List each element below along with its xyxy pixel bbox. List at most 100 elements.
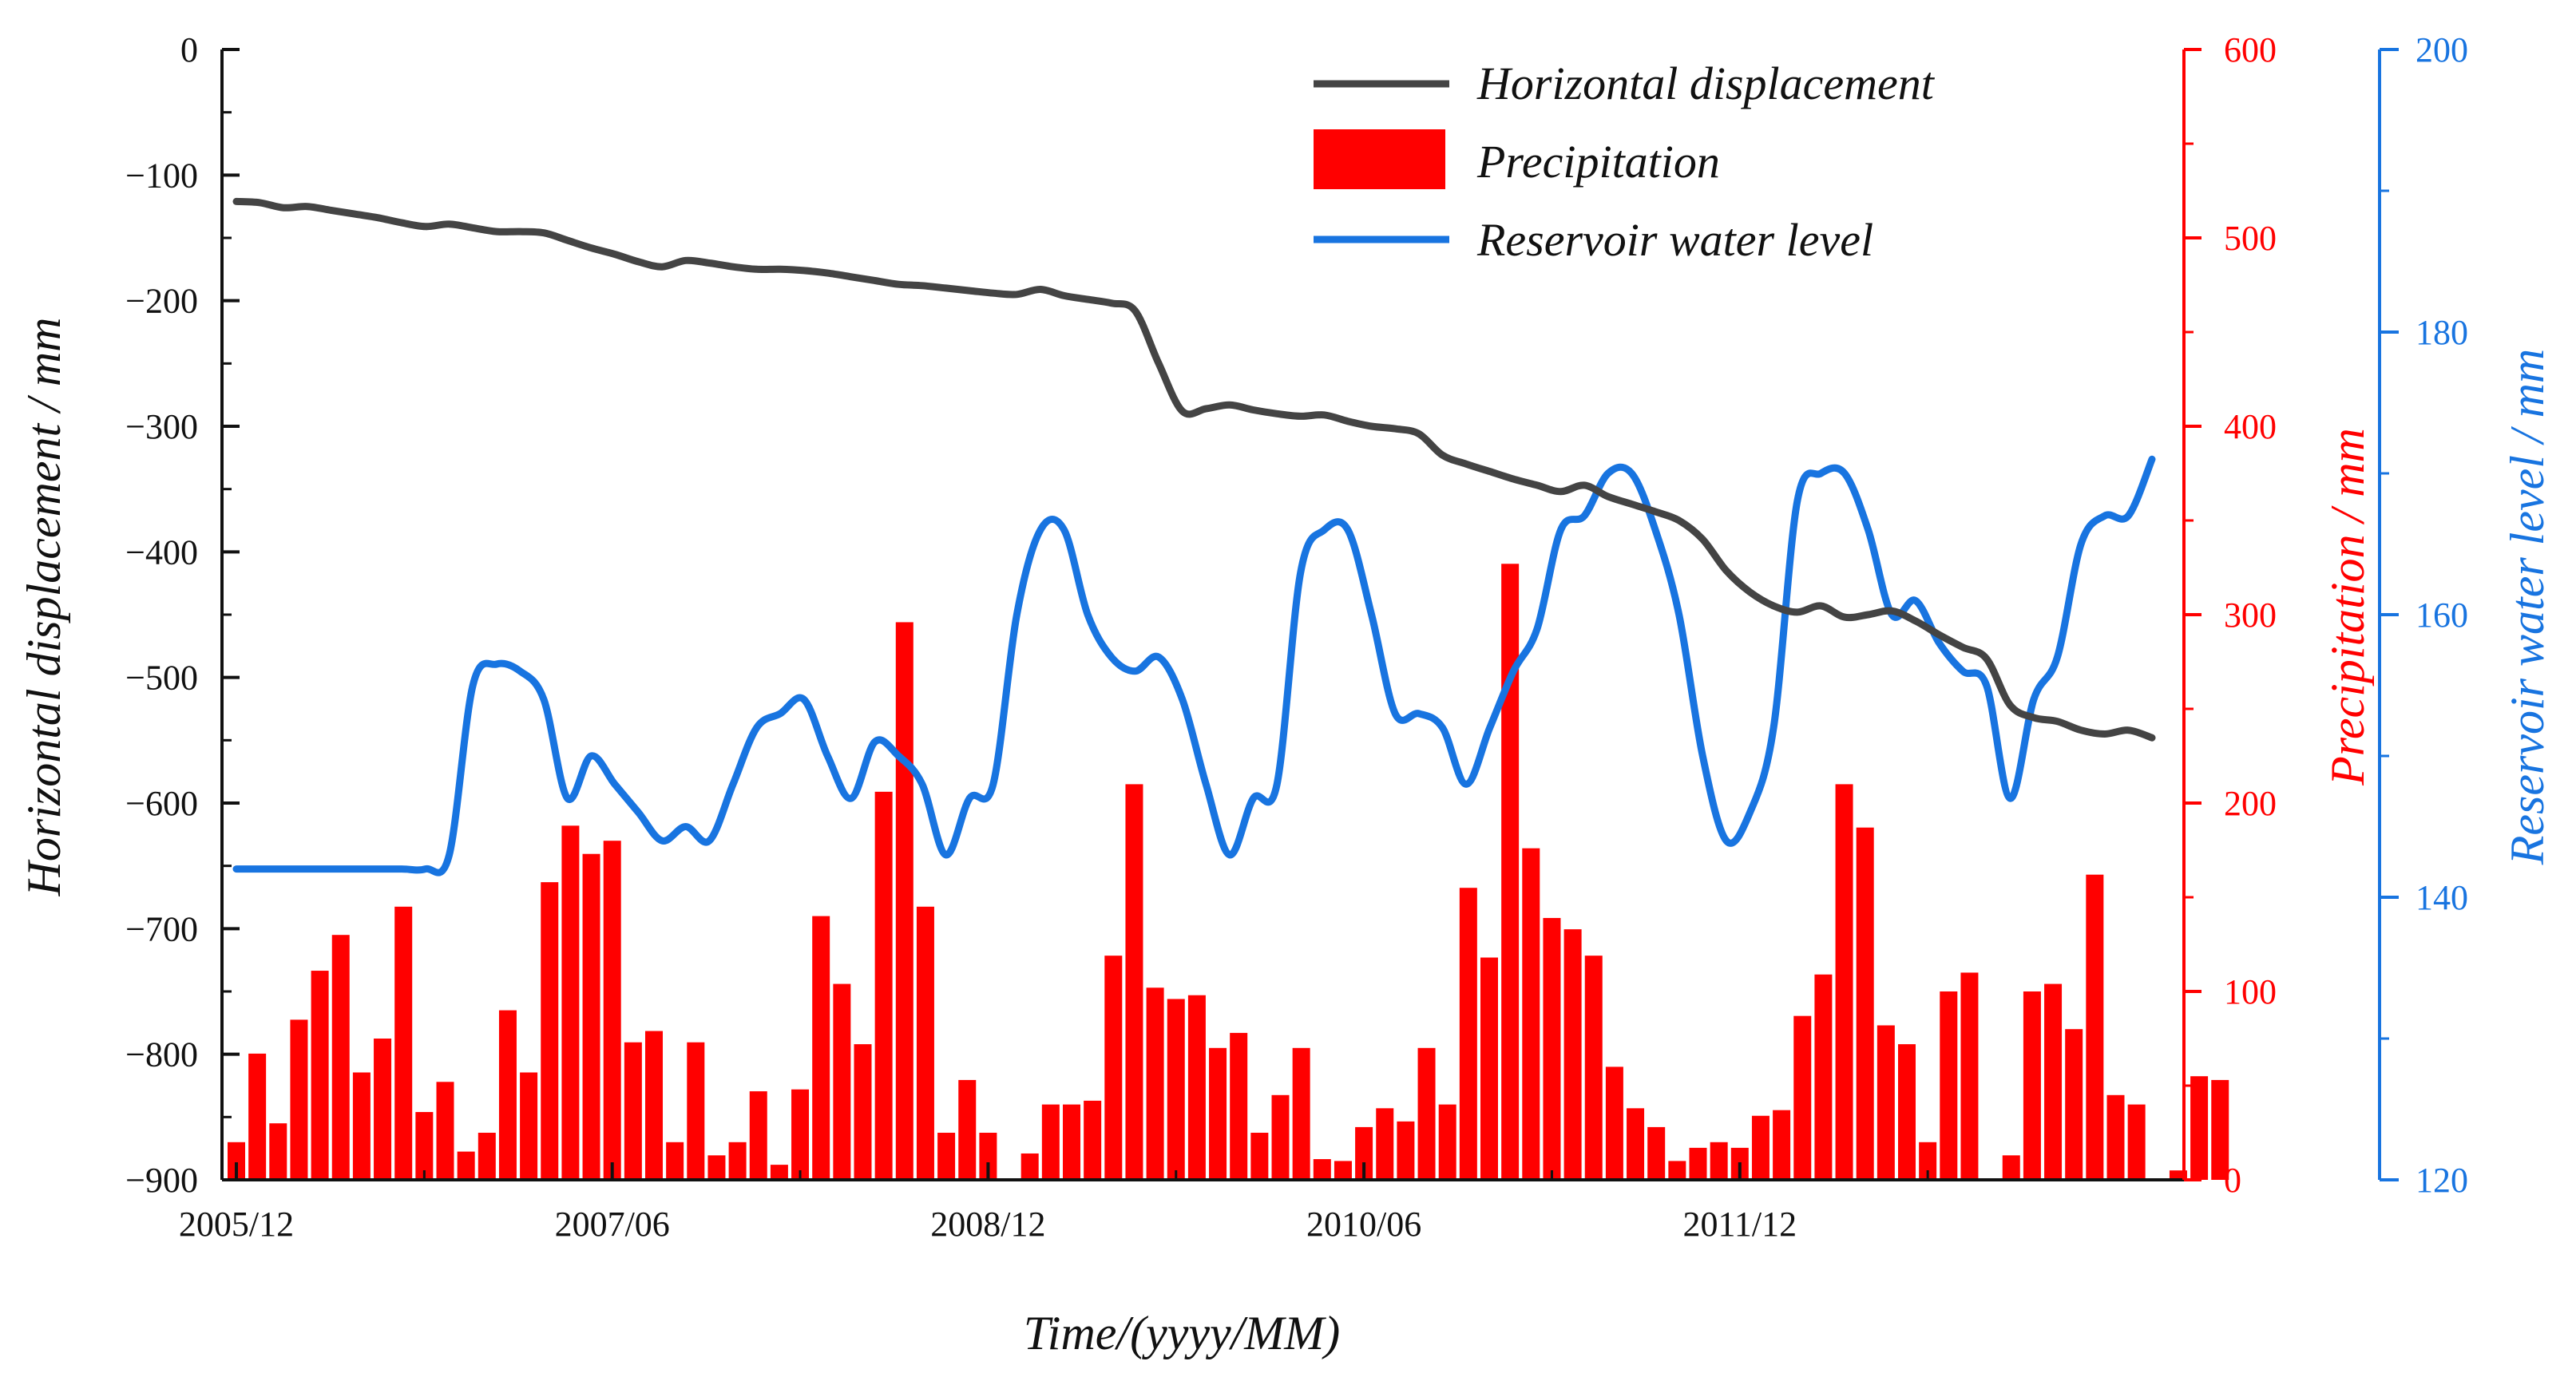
left-tick-label-4: −400 [125, 532, 198, 572]
horizontal-displacement-line [232, 197, 2156, 742]
water-level-tick-label-2: 160 [2415, 596, 2468, 635]
precipitation-bar-46 [1187, 995, 1206, 1180]
precipitation-bar-48 [1230, 1032, 1248, 1180]
precipitation-tick-label-1: 100 [2224, 972, 2277, 1011]
precipitation-bar-85 [2002, 1155, 2020, 1180]
left-tick-label-2: −200 [125, 282, 198, 321]
precipitation-bar-7 [374, 1039, 392, 1180]
precipitation-tick-label-4: 400 [2224, 407, 2277, 446]
precipitation-bar-23 [707, 1155, 726, 1180]
precipitation-bar-60 [1480, 957, 1498, 1180]
water-level-tick-label-4: 200 [2415, 30, 2468, 69]
x-tick-label-1: 2007/06 [555, 1205, 670, 1244]
precipitation-bar-66 [1605, 1066, 1623, 1180]
precipitation-bar-49 [1250, 1133, 1269, 1180]
precipitation-bar-28 [812, 916, 830, 1180]
x-tick-label-0: 2005/12 [179, 1205, 294, 1244]
precipitation-bar-93 [2169, 1170, 2187, 1180]
left-tick-label-5: −500 [125, 659, 198, 698]
precipitation-bar-52 [1313, 1159, 1331, 1180]
precipitation-bar-78 [1856, 827, 1874, 1180]
precipitation-bar-95 [2211, 1079, 2229, 1180]
precipitation-bar-25 [749, 1091, 767, 1180]
precipitation-bar-79 [1877, 1025, 1895, 1180]
precipitation-bar-39 [1041, 1104, 1060, 1180]
precipitation-bar-9 [415, 1112, 434, 1180]
water-level-tick-label-0: 120 [2415, 1161, 2468, 1200]
precipitation-bar-26 [770, 1165, 788, 1180]
precipitation-bar-17 [582, 853, 600, 1180]
left-tick-label-7: −700 [125, 909, 198, 948]
left-tick-label-6: −600 [125, 784, 198, 823]
precipitation-bar-51 [1292, 1047, 1310, 1180]
precipitation-bar-42 [1104, 956, 1123, 1180]
precipitation-bar-32 [895, 622, 913, 1180]
precipitation-bar-81 [1919, 1142, 1937, 1180]
precipitation-bar-27 [791, 1089, 810, 1180]
precipitation-bar-80 [1898, 1044, 1916, 1180]
precipitation-bar-89 [2086, 874, 2104, 1180]
precipitation-bar-18 [603, 841, 621, 1180]
left-tick-label-0: 0 [180, 30, 198, 69]
left-tick-label-9: −900 [125, 1161, 198, 1200]
precipitation-bar-63 [1543, 917, 1561, 1180]
water-level-tick-label-3: 180 [2415, 313, 2468, 352]
precipitation-bar-43 [1125, 784, 1143, 1180]
precipitation-tick-label-3: 300 [2224, 596, 2277, 635]
precipitation-axis-title: Precipitation / mm [2321, 428, 2374, 786]
precipitation-bar-21 [666, 1142, 684, 1180]
precipitation-bar-15 [541, 882, 559, 1180]
precipitation-bar-87 [2044, 983, 2063, 1180]
precipitation-bar-61 [1501, 564, 1520, 1180]
precipitation-bar-69 [1668, 1161, 1686, 1180]
precipitation-bar-38 [1020, 1153, 1039, 1180]
precipitation-bar-40 [1063, 1104, 1080, 1180]
precipitation-bar-33 [916, 906, 934, 1180]
precipitation-bar-29 [833, 983, 851, 1180]
precipitation-bar-53 [1334, 1161, 1352, 1180]
precipitation-bar-57 [1417, 1047, 1436, 1180]
precipitation-bar-94 [2190, 1076, 2209, 1180]
precipitation-bar-91 [2127, 1104, 2146, 1180]
precipitation-bar-0 [228, 1142, 245, 1180]
precipitation-bar-22 [687, 1042, 705, 1180]
precipitation-bar-65 [1584, 956, 1603, 1180]
precipitation-bar-1 [248, 1053, 267, 1180]
x-tick-label-3: 2010/06 [1306, 1205, 1421, 1244]
precipitation-bar-14 [520, 1072, 538, 1180]
precipitation-bar-12 [478, 1133, 496, 1180]
precipitation-bar-35 [958, 1079, 977, 1180]
precipitation-bar-6 [352, 1072, 371, 1180]
precipitation-bar-2 [269, 1123, 287, 1180]
axes: 0 −100 −200 −300 −400 −500 −600 −700 −800 −900 200… [125, 30, 2468, 1244]
left-tick-label-3: −300 [125, 407, 198, 446]
precipitation-bar-30 [854, 1044, 872, 1180]
precipitation-bar-10 [436, 1082, 454, 1180]
precipitation-bar-34 [937, 1133, 956, 1180]
precipitation-bar-56 [1397, 1121, 1415, 1180]
precipitation-bar-3 [290, 1019, 308, 1180]
legend-precipitation-swatch [1314, 129, 1445, 189]
precipitation-tick-label-6: 600 [2224, 30, 2277, 69]
precipitation-bar-83 [1960, 972, 1979, 1180]
precipitation-tick-label-2: 200 [2224, 784, 2277, 823]
precipitation-bar-74 [1773, 1110, 1791, 1180]
precipitation-bar-50 [1271, 1094, 1290, 1180]
precipitation-tick-label-0: 0 [2224, 1161, 2241, 1200]
precipitation-bar-67 [1627, 1108, 1645, 1180]
precipitation-bar-8 [394, 906, 413, 1180]
precipitation-bar-31 [874, 791, 893, 1180]
precipitation-bar-77 [1835, 784, 1853, 1180]
precipitation-bar-55 [1376, 1108, 1394, 1180]
precipitation-bar-70 [1689, 1147, 1707, 1180]
precipitation-bar-71 [1710, 1142, 1728, 1180]
precipitation-bar-44 [1146, 987, 1164, 1180]
precipitation-bar-90 [2106, 1094, 2125, 1180]
precipitation-bar-4 [311, 971, 329, 1180]
water-level-tick-label-1: 140 [2415, 878, 2468, 917]
legend-displacement-label: Horizontal displacement [1476, 57, 1936, 109]
reservoir-water-level-line [232, 455, 2156, 877]
legend: Horizontal displacement Precipitation Re… [1314, 57, 1936, 266]
x-tick-label-2: 2008/12 [930, 1205, 1045, 1244]
